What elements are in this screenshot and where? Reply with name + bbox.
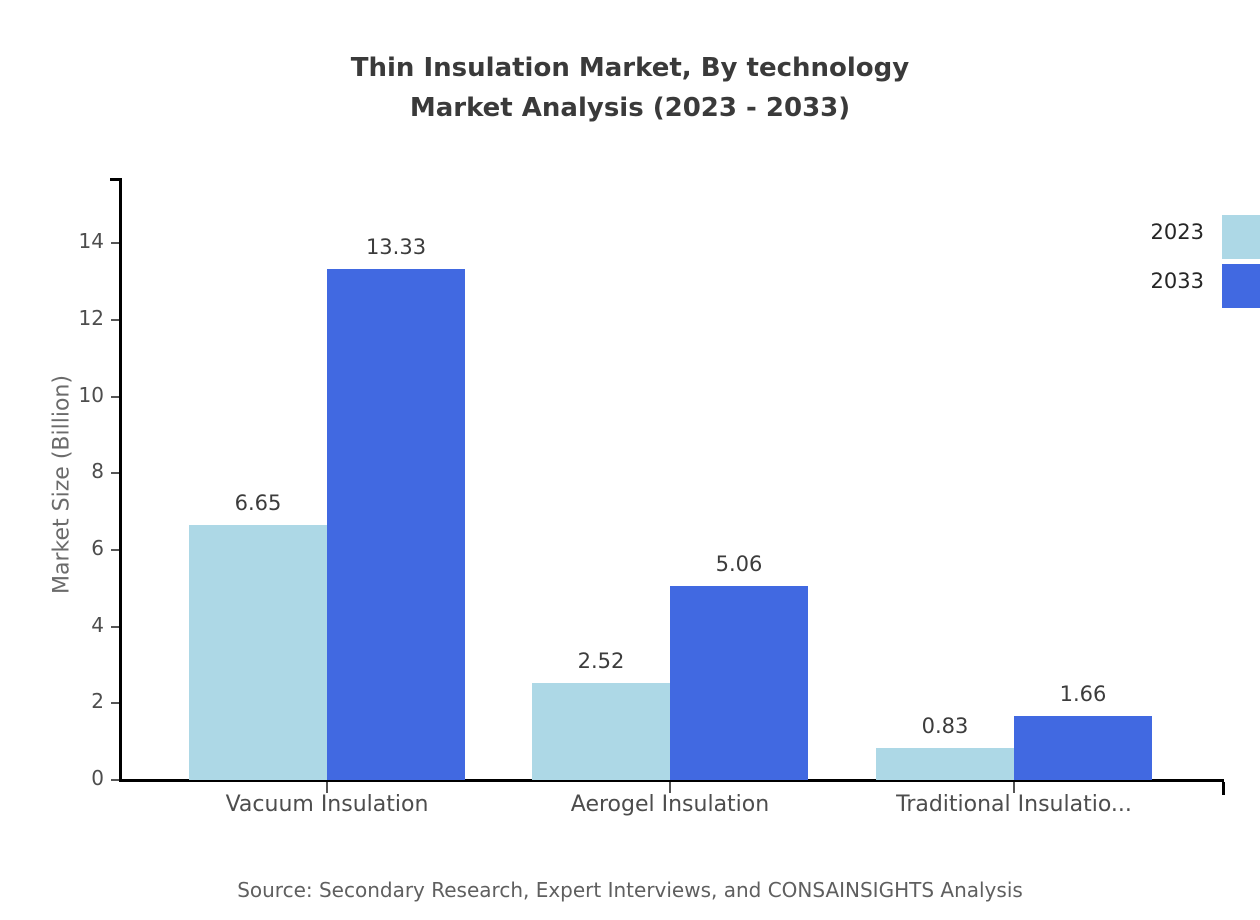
y-tick-mark [111, 242, 120, 245]
chart-legend: 2023 2033 [1100, 212, 1260, 308]
legend-item-2033[interactable]: 2033 [1100, 261, 1260, 308]
y-axis-tick-labels: 0 2 4 6 8 10 12 14 [0, 0, 104, 920]
bar-2023-1[interactable] [189, 525, 327, 780]
bar-2033-2[interactable] [670, 585, 808, 780]
x-axis-end-tick [1222, 782, 1225, 795]
x-axis-spine [119, 779, 1224, 782]
bar-2033-1[interactable] [327, 268, 465, 780]
y-axis-top-cap [110, 178, 122, 181]
chart-title: Thin Insulation Market, By technology [350, 53, 910, 83]
y-tick-label: 8 [91, 459, 104, 484]
x-tick-mark [669, 782, 671, 793]
y-tick-label: 0 [91, 766, 104, 790]
y-tick-label: 12 [78, 305, 104, 330]
y-tick-label: 14 [78, 229, 104, 254]
x-tick-mark [1013, 782, 1015, 793]
bar-value-label: 0.83 [921, 714, 969, 739]
legend-swatch-2033 [1222, 264, 1260, 308]
y-tick-label: 4 [91, 612, 104, 637]
y-tick-mark [111, 779, 120, 781]
bar-value-label: 1.66 [1059, 682, 1107, 707]
y-tick-mark [111, 548, 120, 551]
y-tick-mark [111, 318, 120, 321]
y-axis-spine [119, 178, 122, 782]
x-category-label-1: Vacuum Insulation [225, 792, 429, 817]
legend-label-2033: 2033 [1150, 269, 1204, 293]
bar-value-label: 6.65 [234, 491, 282, 515]
y-tick-mark [111, 472, 120, 475]
bar-value-label: 5.06 [715, 551, 763, 576]
legend-item-2023[interactable]: 2023 [1100, 212, 1260, 259]
x-category-label-2: Aerogel Insulation [570, 792, 770, 817]
y-tick-label: 10 [78, 382, 104, 407]
bar-value-label: 2.52 [577, 649, 625, 674]
bar-2023-3[interactable] [876, 748, 1014, 780]
y-tick-mark [111, 702, 120, 705]
chart-source-note: Source: Secondary Research, Expert Inter… [237, 878, 1023, 902]
chart-title-block: Thin Insulation Market, By technology Ma… [0, 48, 1260, 128]
y-tick-label: 2 [91, 689, 104, 714]
x-tick-mark [326, 782, 328, 793]
bar-value-label: 13.33 [365, 234, 427, 259]
x-category-label-3: Traditional Insulatio... [896, 792, 1132, 817]
bar-2033-3[interactable] [1014, 716, 1152, 780]
y-tick-mark [111, 395, 120, 398]
legend-label-2023: 2023 [1150, 220, 1204, 244]
bar-2023-2[interactable] [532, 683, 670, 780]
y-tick-mark [111, 625, 120, 628]
y-tick-label: 6 [91, 535, 104, 560]
chart-subtitle: Market Analysis (2023 - 2033) [409, 93, 851, 123]
legend-swatch-2023 [1222, 215, 1260, 259]
